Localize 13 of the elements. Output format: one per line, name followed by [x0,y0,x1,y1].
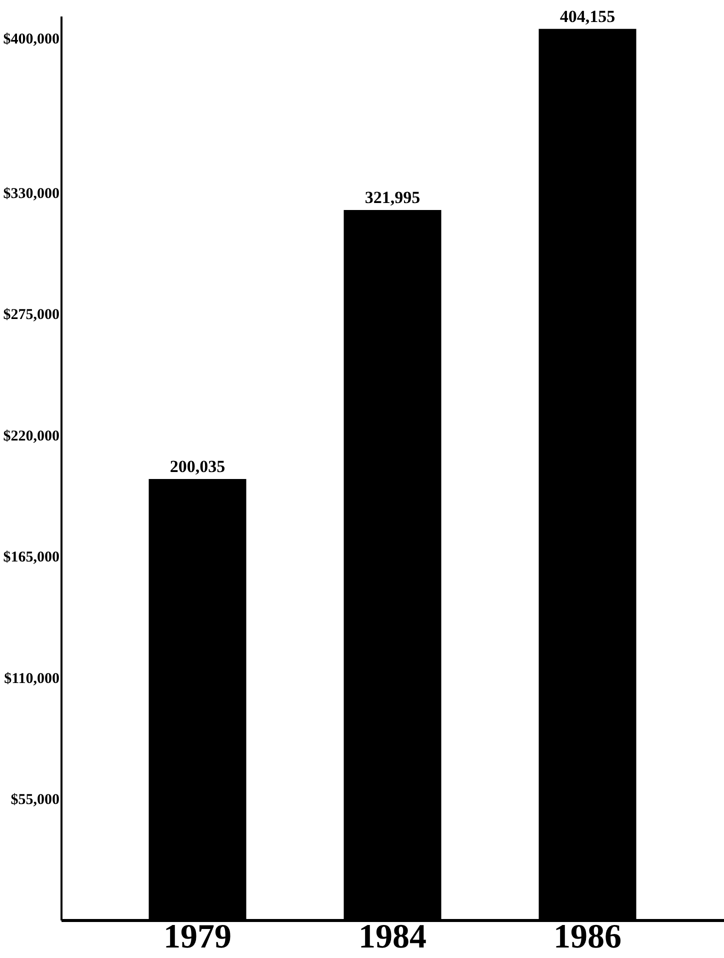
x-tick-label: 1984 [358,918,426,956]
data-label: 200,035 [170,456,226,476]
y-tick-label: $275,000 [3,307,60,324]
y-tick-label: $110,000 [4,670,60,687]
y-tick-label: $165,000 [3,550,60,566]
y-tick-label: $400,000 [3,32,60,48]
data-label: 321,995 [364,188,420,208]
y-tick-label: $220,000 [3,428,60,444]
y-tick-label: $330,000 [3,186,60,202]
data-label: 404,155 [560,6,616,26]
x-tick-label: 1979 [164,918,232,956]
x-tick-label: 1986 [554,918,622,956]
y-tick-label: $55,000 [10,792,60,808]
